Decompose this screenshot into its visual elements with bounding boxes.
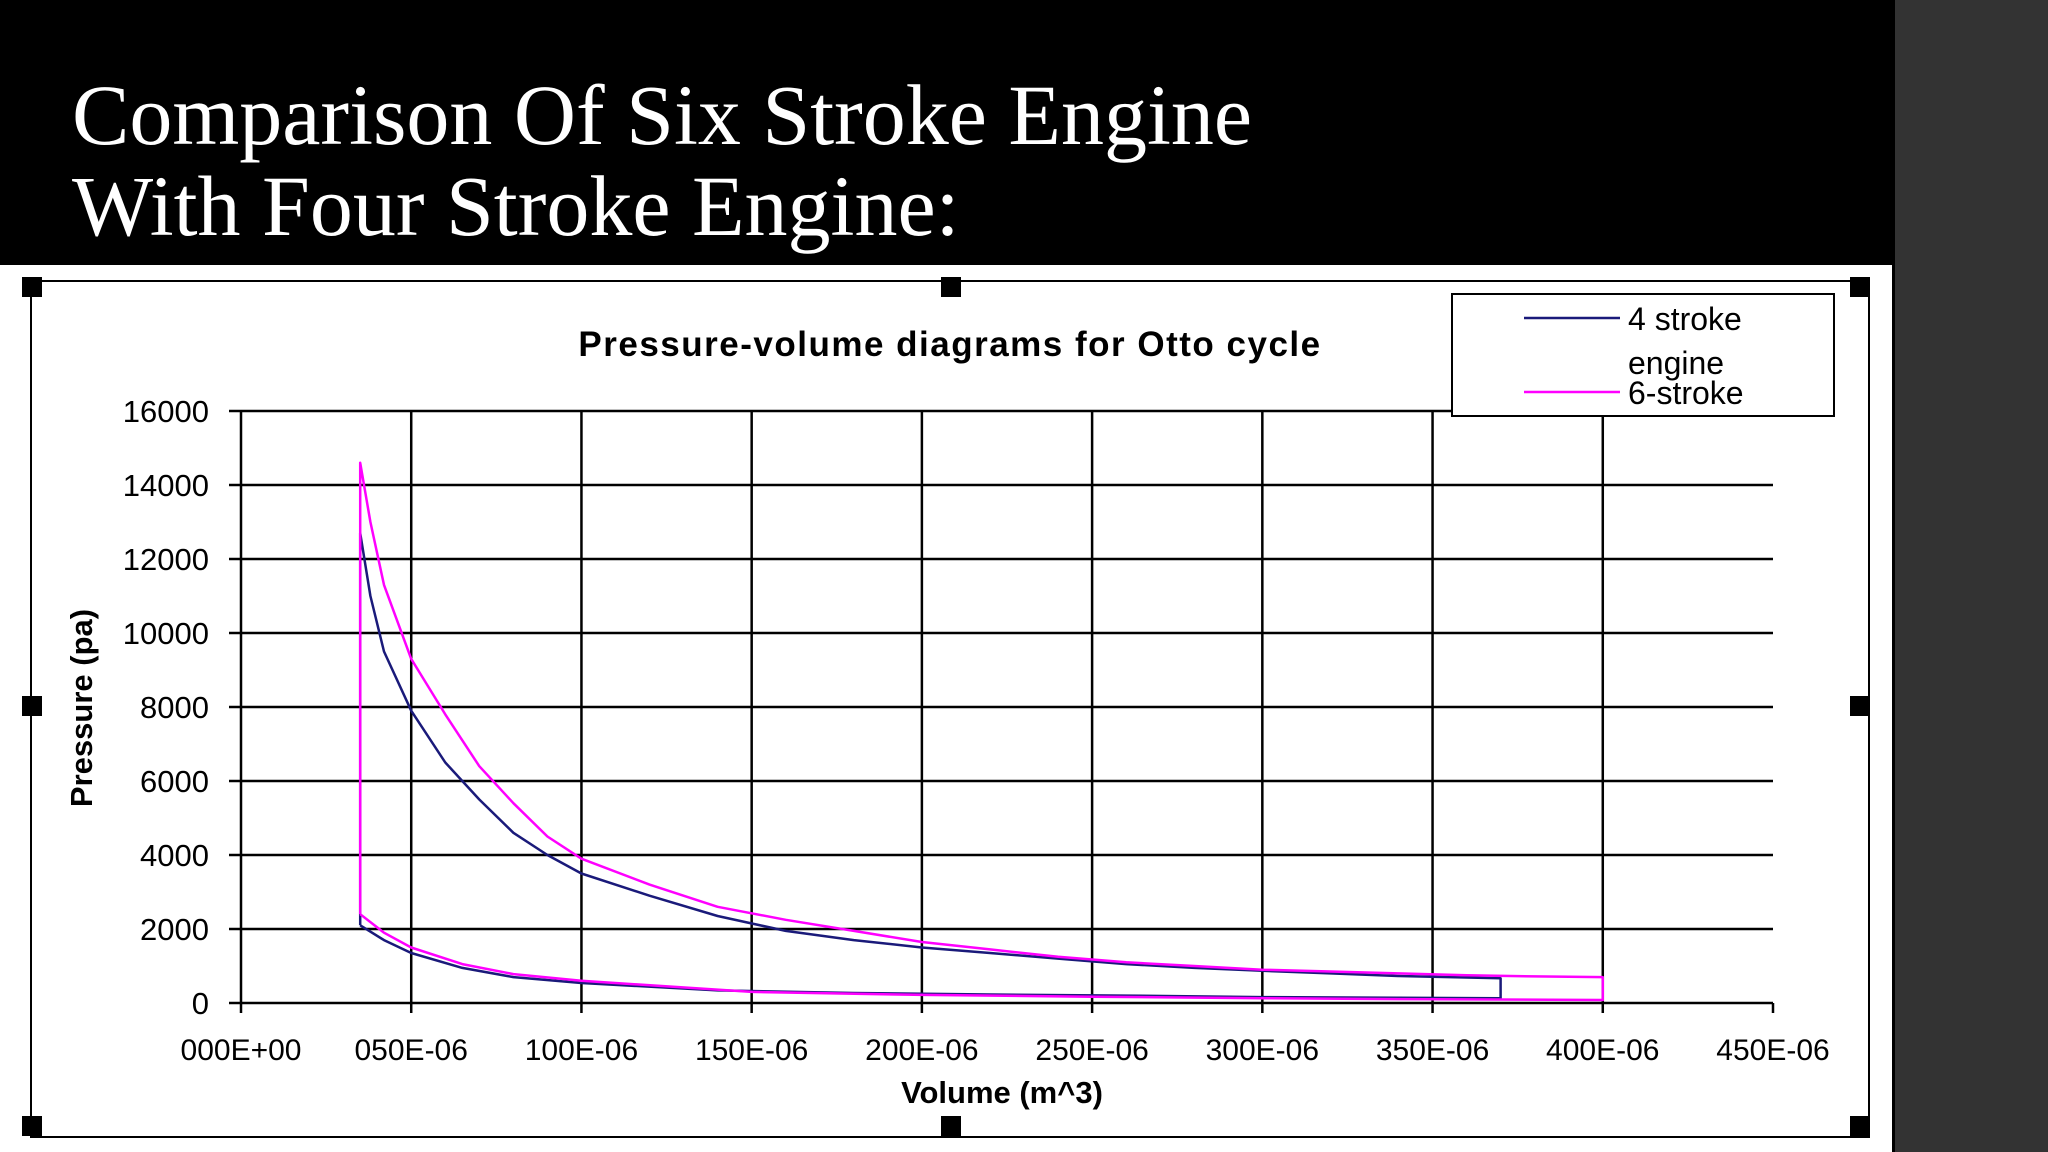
legend: 4 stroke engine 6-stroke: [1451, 293, 1835, 417]
selection-handles: [22, 277, 1870, 1136]
chart-title: Pressure-volume diagrams for Otto cycle: [578, 325, 1321, 364]
x-tick-label: 200E-06: [865, 1034, 978, 1067]
resize-handle-5: [22, 1116, 42, 1136]
y-tick-label: 2000: [140, 912, 209, 947]
y-axis-ticks: 0 2000 4000 6000 8000 10000 12000 14000 16000: [123, 394, 241, 1021]
x-tick-label: 050E-06: [355, 1034, 468, 1067]
legend-box: [1451, 293, 1835, 417]
resize-handle-0: [22, 277, 42, 297]
x-tick-label: 350E-06: [1376, 1034, 1489, 1067]
slide-title-line-2: With Four Stroke Engine:: [72, 158, 960, 254]
legend-label-4-stroke: 4 stroke engine: [1628, 301, 1751, 381]
resize-handle-7: [1850, 1116, 1870, 1136]
x-tick-label: 300E-06: [1206, 1034, 1319, 1067]
y-tick-label: 12000: [123, 542, 209, 577]
y-tick-label: 14000: [123, 468, 209, 503]
x-tick-label: 100E-06: [525, 1034, 638, 1067]
grid: [241, 409, 1773, 1003]
side-panel: [1895, 0, 2048, 1152]
y-axis-title: Pressure (pa): [64, 609, 99, 807]
y-tick-label: 0: [192, 986, 209, 1021]
series-line-6-stroke: [358, 461, 1605, 1002]
x-tick-label: 450E-06: [1716, 1034, 1829, 1067]
slide-title: Comparison Of Six Stroke Engine With Fou…: [72, 70, 1772, 252]
resize-handle-3: [22, 696, 42, 716]
resize-handle-1: [941, 277, 961, 297]
y-tick-label: 8000: [140, 690, 209, 725]
x-axis-ticks: 000E+00 050E-06 100E-06 150E-06 200E-06 250E-…: [181, 1003, 1830, 1067]
resize-handle-4: [1850, 696, 1870, 716]
resize-handle-2: [1850, 277, 1870, 297]
x-tick-label: 400E-06: [1546, 1034, 1659, 1067]
y-tick-label: 16000: [123, 394, 209, 429]
y-tick-label: 10000: [123, 616, 209, 651]
x-tick-label: 000E+00: [181, 1034, 302, 1067]
slide-title-line-1: Comparison Of Six Stroke Engine: [72, 67, 1253, 163]
x-tick-label: 150E-06: [695, 1034, 808, 1067]
legend-label-6-stroke: 6-stroke: [1628, 375, 1744, 411]
x-axis-title: Volume (m^3): [901, 1075, 1103, 1110]
resize-handle-6: [941, 1116, 961, 1136]
y-tick-label: 4000: [140, 838, 209, 873]
y-tick-label: 6000: [140, 764, 209, 799]
x-tick-label: 250E-06: [1035, 1034, 1148, 1067]
series: [358, 461, 1605, 1002]
